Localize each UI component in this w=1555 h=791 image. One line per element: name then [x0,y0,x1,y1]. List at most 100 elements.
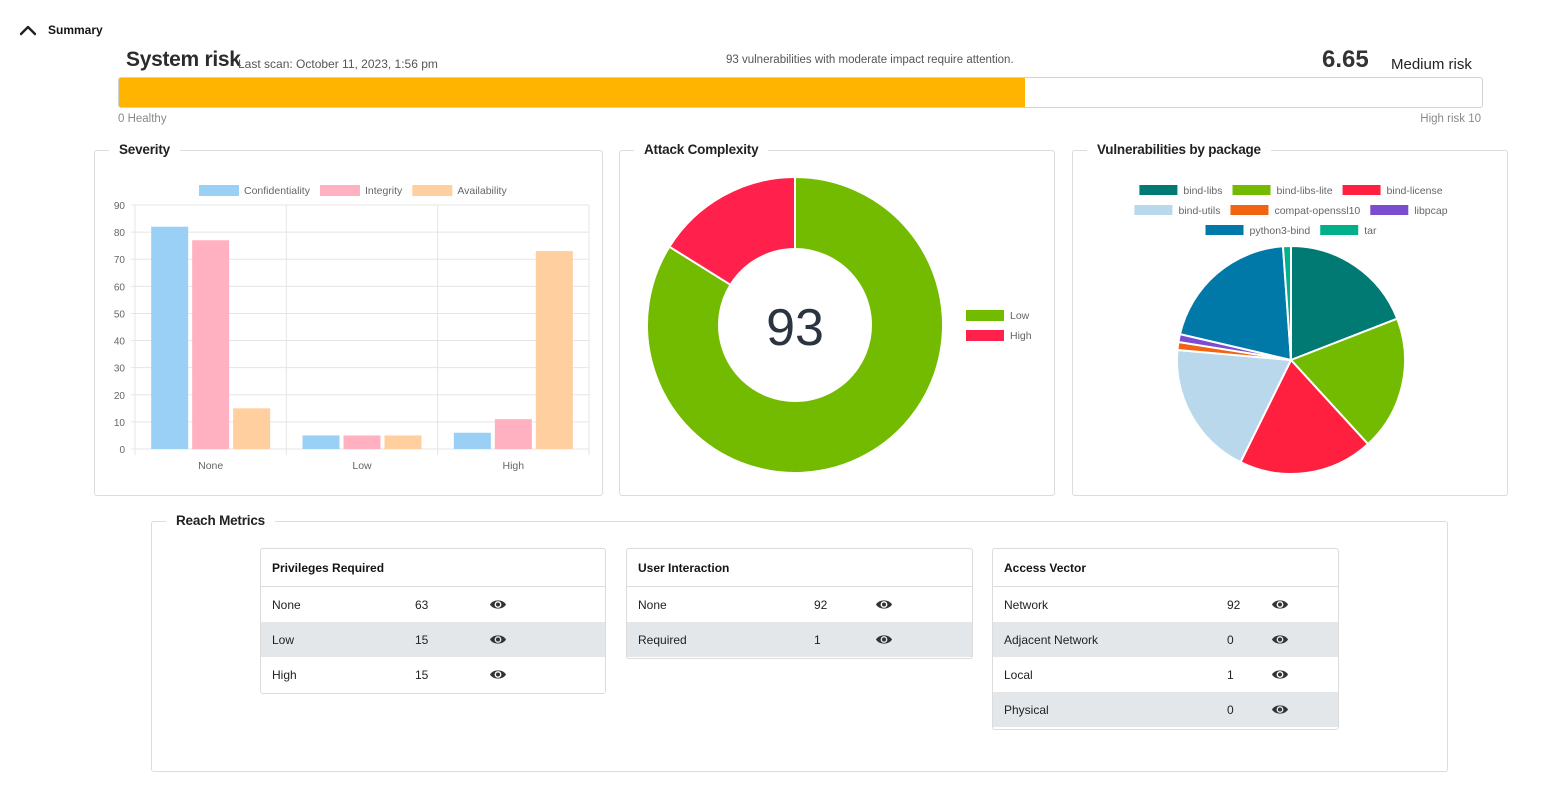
row-label: Low [272,633,295,647]
pie-slice-python3-bind [1178,245,1293,362]
y-tick-label: 90 [114,201,126,212]
legend-row: bind-libs bind-libs-lite bind-license [1139,185,1443,197]
legend-swatch-integrity [319,185,360,196]
legend-swatch-bind-libs [1139,185,1178,195]
y-tick-label: 50 [114,309,126,320]
y-tick-label: 0 [119,445,125,456]
row-value: 0 [1227,633,1234,647]
bar-integrity-none [192,240,230,449]
legend-label-confidentiality: Confidentiality [244,185,311,197]
legend-label-bind-libs-lite: bind-libs-lite [1277,185,1333,197]
row-label: Physical [1004,703,1049,717]
row-value: 15 [415,633,429,647]
risk-max-label: High risk 10 [1420,113,1481,125]
bar-availability-high [535,251,573,449]
table-title: Access Vector [993,549,1338,587]
access-vector-table: Access Vector Network 92 Adjacent Networ… [992,548,1339,730]
donut-slice-low [646,175,944,474]
legend-label-high: High [1010,330,1032,342]
x-tick-label: Low [352,460,372,472]
risk-progress-fill [119,78,1026,107]
table-row: Network 92 [993,587,1338,622]
bar-integrity-high [494,419,532,449]
risk-message: 93 vulnerabilities with moderate impact … [726,54,1014,66]
legend-label-bind-license: bind-license [1387,185,1443,197]
legend-swatch-bind-utils [1134,205,1173,215]
last-scan-text: Last scan: October 11, 2023, 1:56 pm [238,57,438,71]
risk-score: 6.65 [1322,46,1369,73]
donut-center-value: 93 [766,299,824,357]
packages-title: Vulnerabilities by package [1087,142,1271,157]
table-row: Required 1 [627,622,972,657]
legend-swatch-bind-libs-lite [1232,185,1271,195]
summary-label: Summary [48,23,103,37]
x-tick-label: None [198,460,223,472]
packages-card: bind-libs bind-libs-lite bind-license bind-… [1072,142,1508,496]
y-tick-label: 80 [114,228,126,239]
row-label: High [272,668,297,682]
row-label: None [638,598,667,612]
legend-label-libpcap: libpcap [1414,205,1447,217]
severity-bar-chart: 0 10 20 30 40 50 60 70 80 90 None Low High Confidenti… [114,185,590,472]
eye-icon[interactable] [1271,633,1289,646]
bar-confidentiality-none [151,226,189,449]
eye-icon[interactable] [489,598,507,611]
user-interaction-table: User Interaction None 92 Required 1 [626,548,973,659]
pie-slice-tar [1281,244,1292,361]
legend-label-availability: Availability [457,185,507,197]
legend-swatch-python3-bind [1205,225,1244,235]
eye-icon[interactable] [489,633,507,646]
legend-label-bind-libs: bind-libs [1183,185,1222,197]
x-tick-label: High [503,460,525,472]
row-value: 92 [814,598,828,612]
attack-complexity-donut-chart: 93 Low High [646,175,1032,474]
system-risk-title: System risk [126,48,241,71]
legend-swatch-compat-openssl10 [1230,205,1269,215]
table-row: None 63 [261,587,605,622]
y-tick-label: 20 [114,391,126,402]
eye-icon[interactable] [1271,703,1289,716]
table-title: User Interaction [627,549,972,587]
eye-icon[interactable] [875,598,893,611]
privileges-required-table: Privileges Required None 63 Low 15 High … [260,548,606,694]
severity-card: 0 10 20 30 40 50 60 70 80 90 None Low High Confidenti… [94,142,603,496]
legend-swatch-tar [1320,225,1359,235]
legend-label-compat-openssl10: compat-openssl10 [1274,205,1360,217]
legend-swatch-high [966,330,1004,341]
table-row: Adjacent Network 0 [993,622,1338,657]
row-label: Network [1004,598,1049,612]
table-title: Privileges Required [261,549,605,587]
risk-progress-bar [118,77,1483,108]
legend-label-low: Low [1010,310,1030,322]
risk-min-label: 0 Healthy [118,113,167,125]
legend-row: python3-bind tar [1205,225,1377,237]
legend-label-integrity: Integrity [365,185,403,197]
y-tick-label: 30 [114,364,126,375]
pie-slice-bind-license [1239,358,1370,475]
row-label: None [272,598,301,612]
y-tick-label: 70 [114,255,126,266]
bar-confidentiality-high [453,432,491,449]
legend-label-tar: tar [1364,225,1377,237]
bar-confidentiality-low [302,435,340,449]
legend-swatch-libpcap [1370,205,1409,215]
risk-level: Medium risk [1391,56,1472,73]
table-row: None 92 [627,587,972,622]
row-value: 63 [415,598,429,612]
row-label: Required [638,633,687,647]
table-row: Physical 0 [993,692,1338,727]
row-value: 1 [814,633,821,647]
reach-metrics-title: Reach Metrics [166,513,275,528]
packages-pie-chart: bind-libs bind-libs-lite bind-licensebind-… [1134,185,1448,475]
summary-toggle[interactable]: Summary [18,22,103,38]
eye-icon[interactable] [489,668,507,681]
eye-icon[interactable] [875,633,893,646]
eye-icon[interactable] [1271,598,1289,611]
legend-swatch-low [966,310,1004,321]
y-tick-label: 10 [114,418,126,429]
eye-icon[interactable] [1271,668,1289,681]
severity-title: Severity [109,142,180,157]
bar-integrity-low [343,435,381,449]
legend-label-bind-utils: bind-utils [1178,205,1220,217]
row-value: 1 [1227,668,1234,682]
